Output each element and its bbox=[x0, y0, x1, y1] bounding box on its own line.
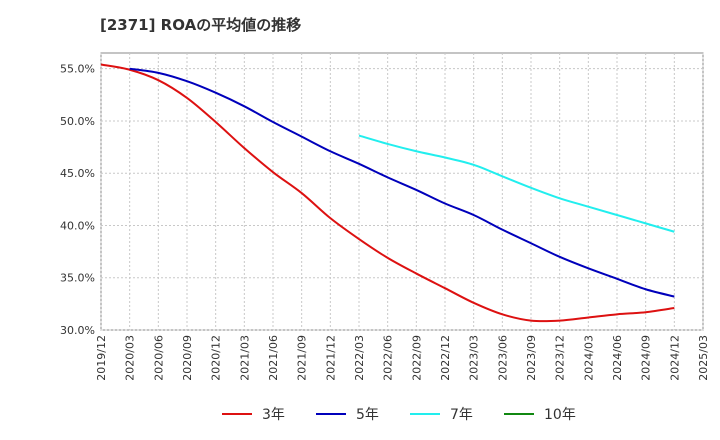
x-tick-label: 2020/06 bbox=[152, 335, 165, 381]
legend-label-1: 3年 bbox=[262, 407, 285, 423]
legend-label-3: 7年 bbox=[450, 407, 473, 423]
gridlines bbox=[100, 53, 704, 331]
legend-label-2: 5年 bbox=[356, 407, 379, 423]
x-tick-label: 2023/03 bbox=[468, 335, 481, 381]
y-axis: 55.0% 50.0% 45.0% 40.0% 35.0% 30.0% bbox=[60, 63, 95, 337]
y-tick-label: 30.0% bbox=[60, 324, 95, 337]
x-tick-label: 2020/03 bbox=[124, 335, 137, 381]
legend-label-4: 10年 bbox=[544, 407, 576, 423]
y-tick-label: 50.0% bbox=[60, 115, 95, 128]
y-tick-label: 45.0% bbox=[60, 167, 95, 180]
x-tick-label: 2024/06 bbox=[611, 335, 624, 381]
x-tick-label: 2021/09 bbox=[296, 335, 309, 381]
x-tick-label: 2021/03 bbox=[238, 335, 251, 381]
x-tick-label: 2024/12 bbox=[668, 335, 681, 381]
chart-title: [2371] ROAの平均値の推移 bbox=[100, 16, 302, 34]
x-tick-label: 2020/09 bbox=[181, 335, 194, 381]
x-tick-label: 2022/06 bbox=[382, 335, 395, 381]
legend: 3年 5年 7年 10年 bbox=[222, 407, 576, 423]
x-tick-label: 2024/03 bbox=[582, 335, 595, 381]
x-tick-label: 2023/09 bbox=[525, 335, 538, 381]
y-tick-label: 55.0% bbox=[60, 63, 95, 76]
series-lines bbox=[100, 63, 675, 323]
x-axis: 2019/12 2020/03 2020/06 2020/09 2020/12 2021/… bbox=[95, 335, 710, 381]
x-tick-label: 2023/06 bbox=[496, 335, 509, 381]
x-tick-label: 2022/12 bbox=[439, 335, 452, 381]
x-tick-label: 2025/03 bbox=[697, 335, 710, 381]
x-tick-label: 2021/12 bbox=[324, 335, 337, 381]
plot-area bbox=[100, 52, 704, 331]
series-line-1 bbox=[100, 63, 675, 323]
x-tick-label: 2022/09 bbox=[410, 335, 423, 381]
x-tick-label: 2024/09 bbox=[640, 335, 653, 381]
x-tick-label: 2023/12 bbox=[554, 335, 567, 381]
y-tick-label: 35.0% bbox=[60, 272, 95, 285]
x-tick-label: 2020/12 bbox=[210, 335, 223, 381]
series-line-3 bbox=[358, 134, 675, 233]
x-tick-label: 2019/12 bbox=[95, 335, 108, 381]
series-line-2 bbox=[129, 67, 675, 298]
x-tick-label: 2021/06 bbox=[267, 335, 280, 381]
y-tick-label: 40.0% bbox=[60, 219, 95, 232]
x-tick-label: 2022/03 bbox=[353, 335, 366, 381]
